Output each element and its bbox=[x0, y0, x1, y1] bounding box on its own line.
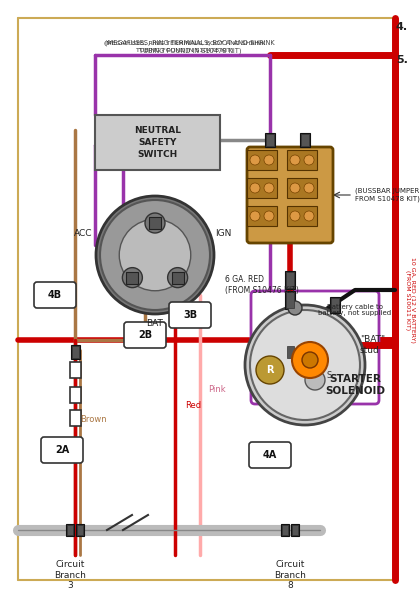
Text: STARTER
SOLENOID: STARTER SOLENOID bbox=[325, 374, 385, 396]
Circle shape bbox=[264, 211, 274, 221]
Circle shape bbox=[256, 356, 284, 384]
Text: 4.: 4. bbox=[396, 22, 408, 32]
Text: Red: Red bbox=[185, 401, 201, 409]
Text: Circuit
Branch
3: Circuit Branch 3 bbox=[54, 560, 86, 590]
FancyBboxPatch shape bbox=[251, 291, 379, 404]
Text: R: R bbox=[266, 365, 274, 375]
Bar bbox=[287, 150, 317, 170]
Bar bbox=[301, 134, 309, 146]
Bar bbox=[76, 524, 84, 536]
Circle shape bbox=[305, 370, 325, 390]
Circle shape bbox=[264, 183, 274, 193]
Text: ACC: ACC bbox=[74, 229, 92, 238]
Bar bbox=[281, 524, 289, 536]
FancyBboxPatch shape bbox=[247, 147, 333, 243]
Bar bbox=[285, 291, 295, 309]
Circle shape bbox=[302, 352, 318, 368]
Text: (MEGAFUSES, RING TERMINALS, BOOT AND SHRINK
TUBING FOUND IN S10478 KIT): (MEGAFUSES, RING TERMINALS, BOOT AND SHR… bbox=[105, 40, 275, 54]
Text: 2B: 2B bbox=[138, 330, 152, 340]
Bar bbox=[286, 272, 294, 288]
Bar bbox=[286, 345, 294, 359]
Text: 4A: 4A bbox=[263, 450, 277, 460]
Bar bbox=[66, 524, 74, 536]
Text: 5.: 5. bbox=[396, 55, 408, 65]
Text: 4B: 4B bbox=[48, 290, 62, 300]
Circle shape bbox=[264, 155, 274, 165]
Bar bbox=[69, 410, 81, 426]
Bar bbox=[286, 346, 294, 358]
Bar bbox=[285, 271, 295, 289]
Text: NEUTRAL
SAFETY
SWITCH: NEUTRAL SAFETY SWITCH bbox=[134, 126, 181, 159]
Circle shape bbox=[288, 301, 302, 315]
Circle shape bbox=[96, 196, 214, 314]
Bar bbox=[71, 346, 79, 358]
Bar bbox=[284, 387, 296, 403]
Bar bbox=[330, 297, 340, 313]
Bar bbox=[247, 150, 277, 170]
Bar bbox=[291, 524, 299, 536]
Text: 3B: 3B bbox=[183, 310, 197, 320]
Circle shape bbox=[292, 342, 328, 378]
Circle shape bbox=[250, 310, 360, 420]
Bar bbox=[69, 387, 81, 403]
Circle shape bbox=[290, 183, 300, 193]
Bar bbox=[172, 272, 184, 284]
Circle shape bbox=[119, 219, 191, 291]
Bar bbox=[286, 292, 294, 308]
Circle shape bbox=[290, 155, 300, 165]
Bar bbox=[284, 362, 296, 378]
Circle shape bbox=[100, 200, 210, 310]
FancyBboxPatch shape bbox=[169, 302, 211, 328]
Circle shape bbox=[250, 211, 260, 221]
Text: 6 GA. RED
(FROM S10476 KIT): 6 GA. RED (FROM S10476 KIT) bbox=[225, 275, 299, 295]
FancyBboxPatch shape bbox=[41, 437, 83, 463]
Bar bbox=[149, 217, 161, 229]
Circle shape bbox=[304, 183, 314, 193]
Bar bbox=[95, 115, 220, 170]
Circle shape bbox=[290, 211, 300, 221]
Text: Brown: Brown bbox=[80, 415, 107, 425]
FancyBboxPatch shape bbox=[34, 282, 76, 308]
Text: 2A: 2A bbox=[55, 445, 69, 455]
FancyBboxPatch shape bbox=[124, 322, 166, 348]
Text: (MEGAFUSES, RING TERMINALS, BOOT AND SHRINK
TUBING FOUND IN S10478 KIT): (MEGAFUSES, RING TERMINALS, BOOT AND SHR… bbox=[104, 41, 266, 53]
Circle shape bbox=[250, 183, 260, 193]
Bar bbox=[331, 298, 339, 312]
Bar bbox=[69, 362, 81, 378]
Text: IGN: IGN bbox=[215, 229, 231, 238]
Bar bbox=[300, 133, 310, 147]
Bar bbox=[287, 206, 317, 226]
Circle shape bbox=[250, 155, 260, 165]
Text: BAT: BAT bbox=[147, 319, 163, 328]
Bar bbox=[287, 178, 317, 198]
Text: (BUSSBAR JUMPER
FROM S10478 KIT): (BUSSBAR JUMPER FROM S10478 KIT) bbox=[355, 188, 420, 202]
Bar bbox=[71, 345, 79, 359]
Text: "BAT"
stud: "BAT" stud bbox=[360, 335, 385, 355]
Bar bbox=[282, 525, 288, 535]
Text: 10 GA. RED (12 V BATTERY)
(FROM S10011 KIT): 10 GA. RED (12 V BATTERY) (FROM S10011 K… bbox=[405, 257, 415, 343]
Circle shape bbox=[304, 155, 314, 165]
Bar bbox=[247, 178, 277, 198]
Bar bbox=[266, 134, 274, 146]
Text: Circuit
Branch
8: Circuit Branch 8 bbox=[274, 560, 306, 590]
Circle shape bbox=[168, 268, 188, 287]
Bar bbox=[292, 525, 298, 535]
Text: Pink: Pink bbox=[208, 385, 226, 395]
Bar bbox=[247, 206, 277, 226]
Bar bbox=[265, 133, 275, 147]
Circle shape bbox=[304, 211, 314, 221]
Circle shape bbox=[145, 213, 165, 233]
Circle shape bbox=[122, 268, 142, 287]
Bar bbox=[77, 525, 83, 535]
FancyBboxPatch shape bbox=[249, 442, 291, 468]
Circle shape bbox=[245, 305, 365, 425]
Bar bbox=[126, 272, 138, 284]
Bar bbox=[67, 525, 73, 535]
Text: Battery cable to
battery, not supplied: Battery cable to battery, not supplied bbox=[318, 304, 391, 317]
Text: S: S bbox=[326, 370, 332, 379]
